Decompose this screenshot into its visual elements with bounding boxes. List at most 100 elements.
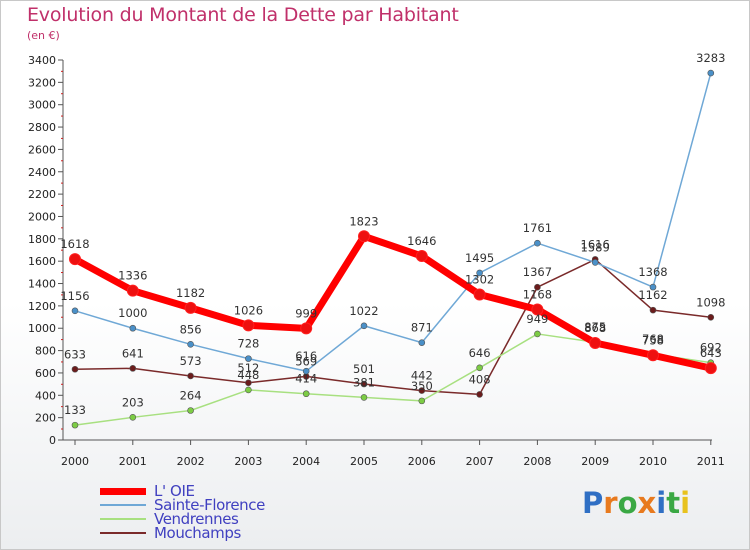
data-label: 350 xyxy=(411,379,433,393)
data-label: 768 xyxy=(642,332,664,346)
data-point xyxy=(71,365,79,373)
x-tick-label: 2002 xyxy=(177,455,205,468)
data-label: 414 xyxy=(295,372,317,386)
data-label: 1368 xyxy=(638,265,667,279)
data-point xyxy=(129,324,137,332)
data-point xyxy=(184,301,197,314)
proxiti-logo: Proxiti xyxy=(582,486,690,520)
data-label: 1618 xyxy=(60,237,89,251)
y-tick-label: 2000 xyxy=(28,210,56,223)
data-point xyxy=(360,394,368,401)
data-point xyxy=(69,253,81,266)
x-tick-label: 2011 xyxy=(697,455,725,468)
y-tick-label: 1400 xyxy=(28,278,56,291)
y-tick-label: 2800 xyxy=(28,121,56,134)
data-label: 692 xyxy=(700,341,722,355)
data-point xyxy=(531,303,544,316)
data-point xyxy=(473,288,486,301)
y-tick-label: 0 xyxy=(49,434,56,447)
data-label: 616 xyxy=(295,349,317,363)
data-label: 1156 xyxy=(60,289,89,303)
legend-swatch-vendrennes xyxy=(100,518,146,520)
chart-subtitle: (en €) xyxy=(27,29,60,42)
data-label: 641 xyxy=(122,346,144,360)
logo-letter: x xyxy=(637,486,657,520)
data-label: 501 xyxy=(353,362,375,376)
y-tick-label: 3400 xyxy=(28,54,56,67)
y-tick-label: 1200 xyxy=(28,300,56,313)
data-point xyxy=(302,390,310,398)
data-point xyxy=(187,372,194,380)
data-point xyxy=(647,349,659,362)
logo-letter: r xyxy=(603,486,618,520)
y-tick-label: 200 xyxy=(35,412,56,425)
data-label: 133 xyxy=(64,403,86,417)
y-tick-label: 2400 xyxy=(28,166,56,179)
data-label: 1589 xyxy=(581,240,610,254)
y-tick-label: 800 xyxy=(35,345,56,358)
x-tick-label: 2009 xyxy=(581,455,609,468)
x-tick-label: 2003 xyxy=(234,455,262,468)
data-label: 203 xyxy=(122,395,144,409)
data-label: 646 xyxy=(469,346,491,360)
y-tick-label: 3200 xyxy=(28,76,56,89)
data-label: 1026 xyxy=(234,303,263,317)
data-point xyxy=(534,283,541,291)
data-point xyxy=(591,259,599,266)
data-label: 728 xyxy=(237,337,259,351)
logo-letter: o xyxy=(617,486,638,520)
logo-letter: P xyxy=(582,486,604,520)
data-point xyxy=(360,380,368,388)
legend-swatch-sainte-florence xyxy=(100,504,146,506)
data-label: 868 xyxy=(584,321,606,335)
data-point xyxy=(476,269,483,277)
data-point xyxy=(418,397,426,405)
data-label: 1616 xyxy=(581,237,610,251)
data-point xyxy=(245,355,252,362)
data-point xyxy=(358,230,370,243)
data-point xyxy=(534,239,541,247)
legend-label-mouchamps: Mouchamps xyxy=(154,524,241,542)
data-point xyxy=(300,322,313,335)
series-line-1 xyxy=(74,72,712,372)
data-label: 573 xyxy=(180,354,202,368)
data-point xyxy=(242,319,255,332)
data-point xyxy=(704,362,717,375)
data-point xyxy=(415,250,428,263)
series-line-3 xyxy=(74,258,712,396)
data-point xyxy=(245,379,252,387)
data-label: 1336 xyxy=(118,269,147,283)
data-label: 264 xyxy=(180,388,202,402)
logo-letter: i xyxy=(656,486,667,520)
data-point xyxy=(71,307,79,315)
data-point xyxy=(707,69,715,77)
data-label: 1168 xyxy=(523,287,552,301)
legend-label-sainte-florence: Sainte-Florence xyxy=(154,496,265,514)
x-tick-label: 2006 xyxy=(408,455,436,468)
data-label: 1367 xyxy=(523,265,552,279)
data-label: 1646 xyxy=(407,234,436,248)
data-label: 1495 xyxy=(465,251,494,265)
y-tick-label: 1800 xyxy=(28,233,56,246)
data-point xyxy=(126,284,139,297)
data-point xyxy=(245,386,252,394)
data-point xyxy=(476,391,483,398)
data-label: 569 xyxy=(295,354,317,368)
x-tick-label: 2000 xyxy=(61,455,89,468)
data-label: 1162 xyxy=(638,288,667,302)
data-point xyxy=(360,322,368,330)
data-label: 408 xyxy=(469,372,491,386)
data-label: 1000 xyxy=(118,306,147,320)
legend-swatch-l-oie xyxy=(100,487,146,495)
data-label: 758 xyxy=(642,333,664,347)
data-label: 1823 xyxy=(349,214,378,228)
data-label: 512 xyxy=(237,361,259,375)
data-label: 1302 xyxy=(465,272,494,286)
data-point xyxy=(418,387,426,394)
data-label: 1182 xyxy=(176,286,205,300)
data-point xyxy=(707,313,715,321)
x-tick-label: 2004 xyxy=(292,455,320,468)
data-point xyxy=(71,421,79,429)
data-label: 875 xyxy=(584,320,606,334)
data-label: 442 xyxy=(411,369,433,383)
